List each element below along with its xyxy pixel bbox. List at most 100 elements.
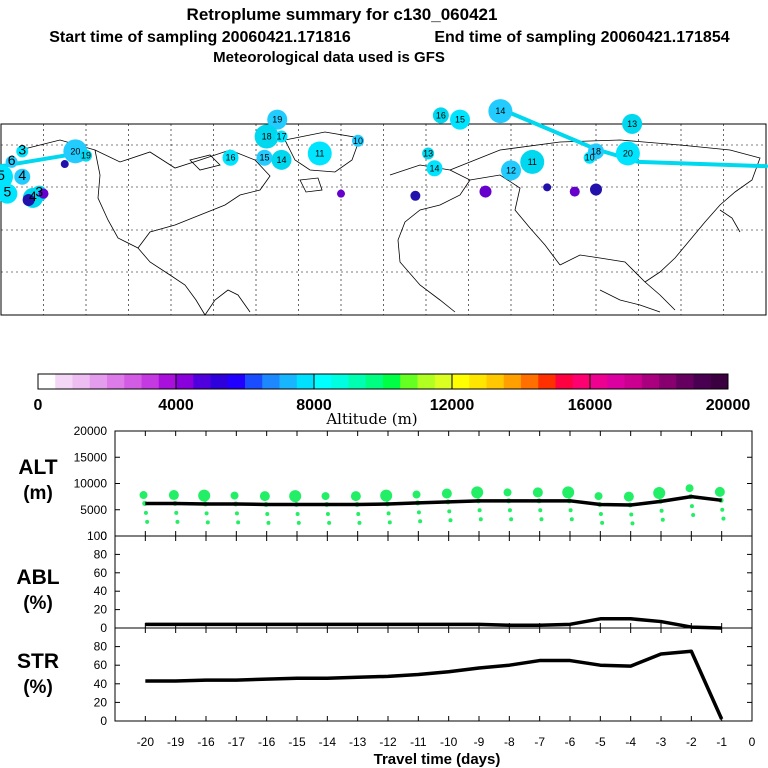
alt-point — [418, 519, 423, 524]
alt-point — [653, 486, 666, 499]
plume-blob — [0, 183, 18, 204]
x-tick-labels: -20 -19 -16 -17 -16 -15 -14 -13 -12 -11 -10 -9 -8 -7-… — [137, 735, 756, 749]
colorbar-tick-label: 20000 — [706, 397, 751, 414]
alt-point — [412, 490, 421, 499]
end-time-label: End time of sampling 20060421.171854 — [434, 29, 729, 46]
alt-point — [205, 520, 210, 525]
colorbar-cell — [38, 374, 56, 389]
alt-point — [714, 486, 725, 497]
alt-point — [266, 520, 271, 525]
y-tick-label: 10000 — [74, 477, 108, 491]
colorbar-ticks: 0 4000 8000 12000 16000 20000 — [34, 374, 751, 414]
colorbar-cell — [55, 374, 73, 389]
colorbar-tick-label: 0 — [34, 397, 43, 414]
plume-blob — [0, 164, 13, 189]
alt-point — [175, 519, 180, 524]
alt-point — [321, 492, 330, 501]
plume-label: 10 — [353, 136, 363, 146]
colorbar-cell — [107, 374, 125, 389]
plume-label: 16 — [436, 110, 446, 120]
y-tick-label: 80 — [94, 640, 108, 654]
alt-point — [139, 491, 148, 500]
plume-blob — [275, 130, 288, 143]
panel-ticks — [115, 430, 753, 722]
colorbar-cell — [296, 374, 315, 389]
colorbar-cell — [176, 374, 194, 389]
plume-blob-deep — [22, 194, 35, 207]
alt-point — [630, 521, 635, 526]
colorbar-cell — [245, 374, 263, 389]
alt-point — [720, 507, 725, 512]
alt-point — [532, 487, 543, 498]
alt-point — [659, 508, 664, 513]
plume-blob — [450, 109, 470, 130]
plume-blob — [222, 149, 239, 166]
alt-point — [629, 512, 634, 517]
colorbar-cell — [521, 374, 539, 389]
alt-point — [447, 509, 452, 514]
y-tick-label: 40 — [94, 677, 108, 691]
plume-label: 15 — [455, 115, 465, 125]
colorbar-cell — [607, 374, 625, 389]
colorbar-cell — [141, 374, 160, 389]
x-tick-label: -16 — [258, 735, 276, 749]
x-tick-label: -20 — [137, 735, 155, 749]
x-tick-label: -16 — [197, 735, 215, 749]
x-tick-label: -6 — [565, 735, 576, 749]
x-tick-label: -9 — [474, 735, 485, 749]
x-tick-label: -5 — [595, 735, 606, 749]
colorbar-cell — [676, 374, 694, 389]
alt-point — [145, 519, 150, 524]
colorbar-cell — [279, 374, 298, 389]
plume-label: 4 — [18, 167, 26, 183]
alt-point — [503, 488, 512, 497]
x-tick-label: -17 — [228, 735, 246, 749]
alt-point — [230, 491, 239, 500]
plume-label: 20 — [623, 148, 633, 158]
plume-blob-deep — [590, 183, 602, 196]
plume-blob — [488, 99, 513, 124]
x-tick-label: -14 — [319, 735, 337, 749]
alt-point — [174, 510, 179, 515]
plume-blob-deep — [569, 186, 580, 197]
x-tick-label: -3 — [656, 735, 667, 749]
x-tick-label: -1 — [716, 735, 727, 749]
str-ylabel: STR — [17, 650, 59, 673]
alt-point — [478, 517, 483, 522]
alt-ylabel: ALT — [18, 456, 57, 479]
plume-blob — [622, 113, 643, 134]
panel-y-tick-labels: 2000015000100005000010080604020080604020… — [74, 424, 108, 728]
alt-point — [259, 491, 270, 502]
x-tick-label: -19 — [167, 735, 185, 749]
plume-label: 10 — [585, 153, 595, 163]
series-line-str — [145, 649, 724, 720]
alt-yunit: (m) — [23, 483, 53, 504]
plume-label: 14 — [429, 163, 439, 173]
start-time-label: Start time of sampling 20060421.171816 — [49, 29, 351, 46]
y-tick-label: 15000 — [74, 450, 108, 464]
alt-point — [471, 486, 484, 499]
plume-blob — [271, 149, 292, 170]
y-tick-label: 100 — [87, 529, 107, 543]
abl-yunit: (%) — [23, 593, 53, 614]
x-tick-label: -4 — [625, 735, 636, 749]
alt-point — [236, 520, 241, 525]
plume-blob-deep — [60, 160, 69, 169]
colorbar-cell — [193, 374, 211, 389]
colorbar-cell — [469, 374, 487, 389]
alt-point — [660, 517, 665, 522]
colorbar-cell — [348, 374, 367, 389]
alt-point — [168, 490, 179, 501]
plume-blob — [267, 109, 288, 130]
alt-point — [685, 484, 694, 493]
y-tick-label: 5000 — [80, 503, 107, 517]
alt-point — [295, 511, 300, 516]
x-tick-label: -12 — [379, 735, 397, 749]
x-tick-label: -11 — [410, 735, 427, 749]
alt-point — [691, 513, 696, 517]
alt-point — [356, 511, 361, 516]
plume-blob — [5, 155, 18, 168]
plume-label: 5 — [3, 184, 11, 200]
colorbar: 0 4000 8000 12000 16000 20000 Altitude (m) — [34, 373, 751, 428]
